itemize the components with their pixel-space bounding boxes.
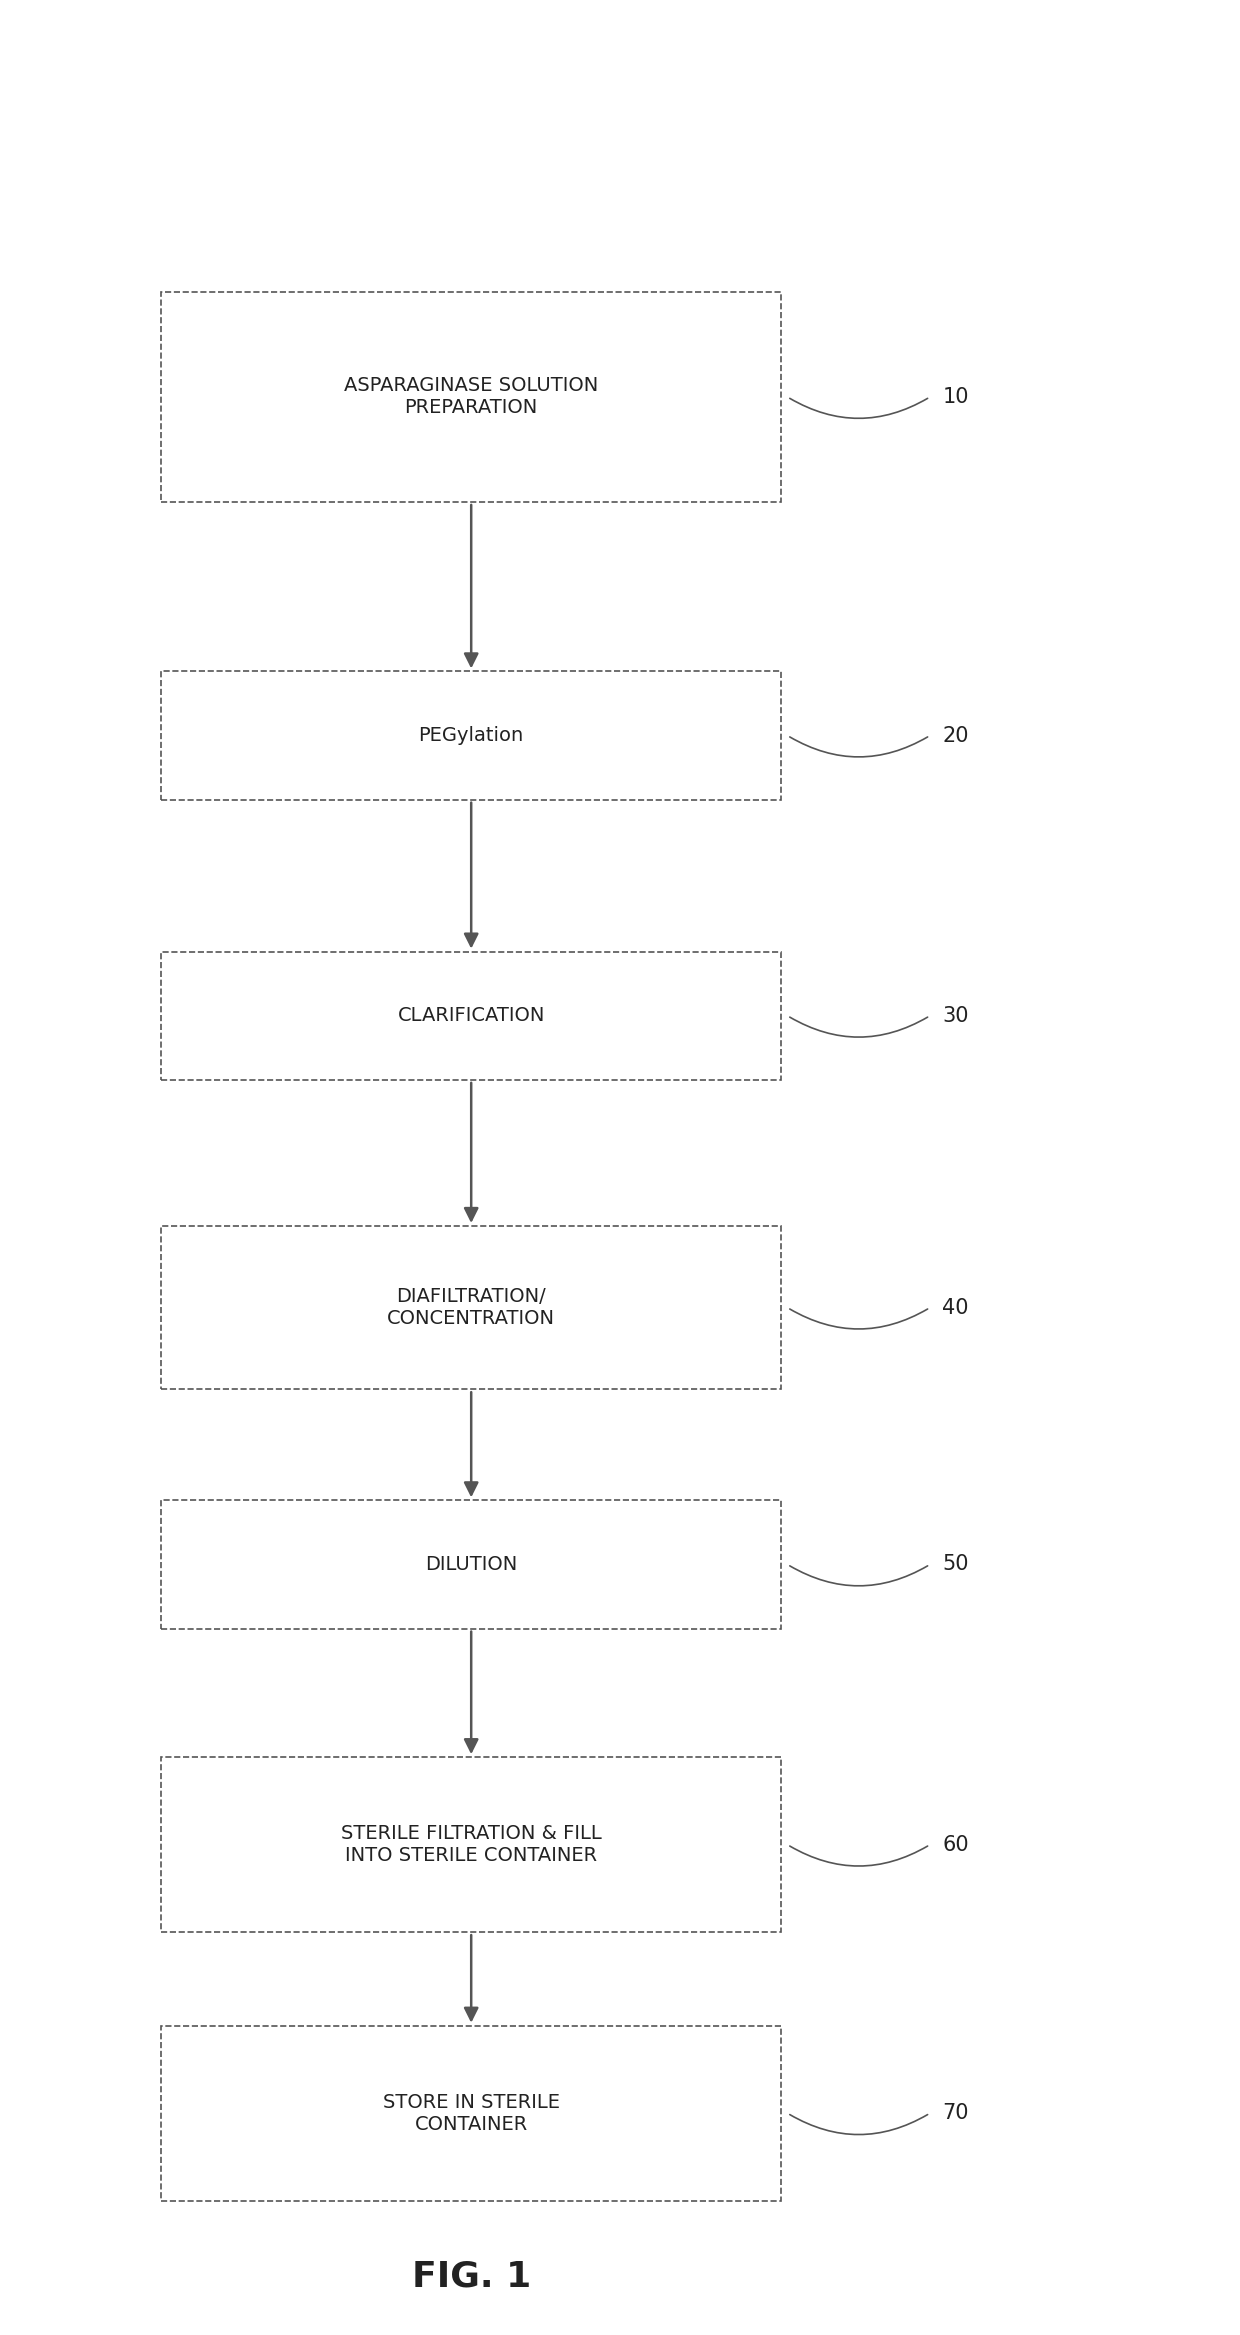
Text: 40: 40 (942, 1298, 968, 1317)
Text: FIG. 1: FIG. 1 (412, 2260, 531, 2293)
Bar (161, 292, 781, 502)
Text: 20: 20 (942, 726, 968, 745)
Text: STERILE FILTRATION & FILL
INTO STERILE CONTAINER: STERILE FILTRATION & FILL INTO STERILE C… (341, 1824, 601, 1866)
Bar (161, 1226, 781, 1389)
Text: ASPARAGINASE SOLUTION
PREPARATION: ASPARAGINASE SOLUTION PREPARATION (343, 376, 599, 418)
Text: DIAFILTRATION/
CONCENTRATION: DIAFILTRATION/ CONCENTRATION (387, 1287, 556, 1329)
Text: 70: 70 (942, 2104, 968, 2123)
Text: STORE IN STERILE
CONTAINER: STORE IN STERILE CONTAINER (383, 2092, 559, 2134)
Text: PEGylation: PEGylation (419, 726, 523, 745)
Bar (161, 670, 781, 799)
Bar (161, 1501, 781, 1630)
Text: 60: 60 (942, 1835, 968, 1854)
Bar (161, 953, 781, 1079)
Text: DILUTION: DILUTION (425, 1555, 517, 1574)
Bar (161, 2024, 781, 2200)
Text: 50: 50 (942, 1555, 968, 1574)
Bar (161, 1756, 781, 1933)
Text: CLARIFICATION: CLARIFICATION (398, 1006, 544, 1025)
Text: 30: 30 (942, 1006, 968, 1025)
Text: 10: 10 (942, 388, 968, 406)
